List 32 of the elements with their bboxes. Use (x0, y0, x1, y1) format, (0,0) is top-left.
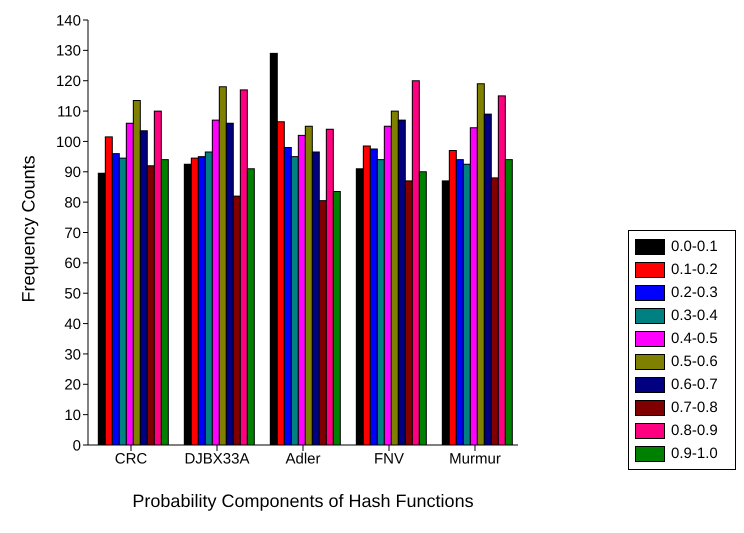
x-tick-label: DJBX33A (184, 450, 250, 468)
y-tick-label: 100 (56, 134, 81, 151)
y-tick-label: 120 (56, 73, 81, 90)
y-tick-label: 60 (64, 255, 81, 272)
y-tick-label: 70 (64, 224, 81, 242)
legend-label: 0.8-0.9 (671, 422, 718, 439)
y-tick-label: 40 (64, 316, 81, 333)
y-tick-label: 30 (64, 346, 81, 364)
legend-label: 0.6-0.7 (671, 376, 718, 393)
x-tick-label: Murmur (449, 450, 501, 468)
x-axis-title: Probability Components of Hash Functions (132, 491, 474, 511)
legend-label: 0.0-0.1 (671, 238, 718, 255)
legend-label: 0.7-0.8 (671, 399, 718, 416)
y-tick-label: 90 (64, 164, 81, 182)
y-tick-label: 130 (56, 42, 81, 60)
y-tick-label: 0 (72, 437, 81, 454)
y-tick-label: 20 (64, 376, 81, 394)
y-tick-label: 10 (64, 406, 81, 424)
x-tick-label: FNV (374, 450, 404, 468)
legend-label: 0.2-0.3 (671, 284, 718, 301)
x-tick-label: CRC (114, 450, 148, 468)
legend-label: 0.1-0.2 (671, 261, 718, 278)
y-axis-title: Frequency Counts (18, 155, 38, 302)
legend-label: 0.3-0.4 (671, 307, 718, 324)
legend-label: 0.9-1.0 (671, 445, 718, 462)
y-tick-label: 50 (64, 286, 81, 303)
y-tick-label: 110 (57, 103, 81, 120)
legend-label: 0.4-0.5 (671, 330, 718, 347)
y-tick-label: 140 (56, 12, 81, 30)
x-tick-label: Adler (285, 450, 321, 468)
y-tick-label: 80 (64, 194, 81, 212)
legend-label: 0.5-0.6 (671, 353, 718, 370)
